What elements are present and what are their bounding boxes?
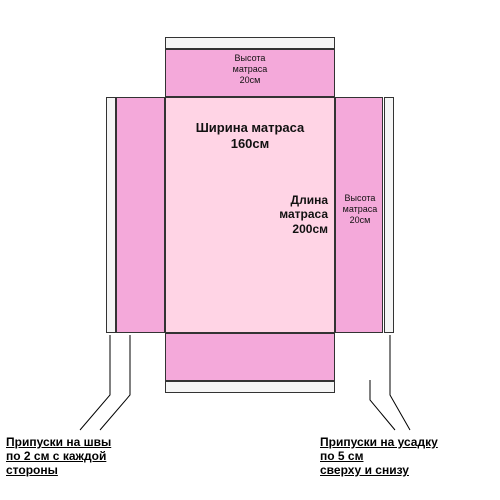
flap-bottom: [165, 333, 335, 381]
txt: Припуски на швы: [6, 435, 111, 449]
seam-strip-left: [106, 97, 116, 333]
txt: Припуски на усадку: [320, 435, 438, 449]
txt: сверху и снизу: [320, 463, 409, 477]
txt: Высота: [345, 193, 376, 203]
txt: по 5 см: [320, 449, 363, 463]
txt: матраса: [279, 207, 328, 221]
txt: 20см: [350, 215, 371, 225]
txt: 160см: [231, 136, 270, 151]
txt: матраса: [233, 64, 268, 74]
label-length: Длина матраса 200см: [248, 193, 328, 236]
shrinkage-strip-top: [165, 37, 335, 49]
caption-shrinkage-allowance: Припуски на усадку по 5 см сверху и сниз…: [320, 435, 495, 477]
flap-left: [116, 97, 165, 333]
label-top-height: Высота матраса 20см: [165, 53, 335, 85]
txt: 200см: [292, 222, 328, 236]
sewing-pattern-diagram: Высота матраса 20см Высота матраса 20см …: [130, 25, 370, 405]
shrinkage-strip-bottom: [165, 381, 335, 393]
txt: Длина: [291, 193, 328, 207]
txt: Ширина матраса: [196, 120, 305, 135]
txt: 20см: [240, 75, 261, 85]
txt: по 2 см с каждой: [6, 449, 106, 463]
label-right-height: Высота матраса 20см: [332, 193, 388, 225]
label-width: Ширина матраса 160см: [165, 120, 335, 151]
caption-seam-allowance: Припуски на швы по 2 см с каждой стороны: [6, 435, 186, 477]
txt: стороны: [6, 463, 58, 477]
txt: Высота: [235, 53, 266, 63]
txt: матраса: [343, 204, 378, 214]
